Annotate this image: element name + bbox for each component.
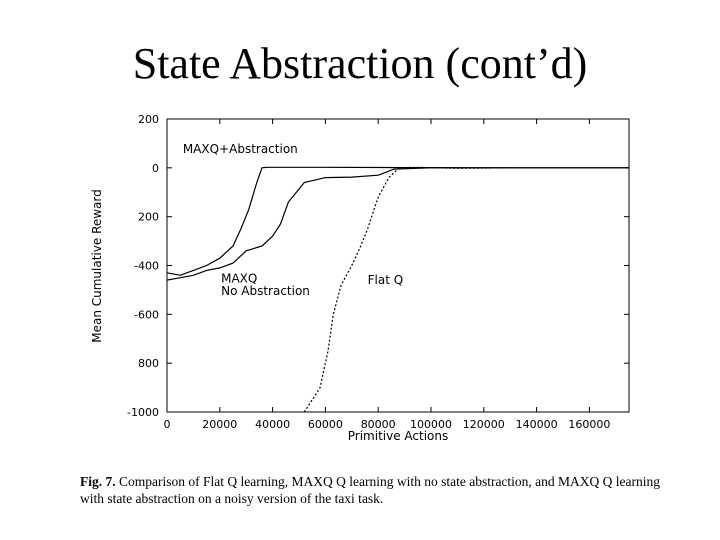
learning-curve-chart: 0 20000 40000 60000 80000 100000 120000 140000 1… xyxy=(90,113,630,443)
series-line-flat-q xyxy=(303,166,629,413)
y-tick-label: -400 xyxy=(134,260,159,273)
y-tick-label: 0 xyxy=(152,162,159,175)
chart-annotation: MAXQ+Abstraction xyxy=(183,142,298,156)
y-axis-label: Mean Cumulative Reward xyxy=(90,189,104,343)
slide-title: State Abstraction (cont’d) xyxy=(132,39,588,88)
x-tick-label: 160000 xyxy=(568,418,610,431)
tick-group: 0 20000 40000 60000 80000 100000 120000 140000 1… xyxy=(127,113,629,431)
caption-text: Comparison of Flat Q learning, MAXQ Q le… xyxy=(80,474,661,506)
x-tick-label: 80000 xyxy=(361,418,396,431)
figure-caption: Fig. 7. Comparison of Flat Q learning, M… xyxy=(80,473,680,507)
x-tick-label: 0 xyxy=(164,418,171,431)
y-tick-label: -600 xyxy=(134,308,159,321)
y-tick-label: 200 xyxy=(138,113,159,126)
chart-annotation: Flat Q xyxy=(368,273,404,287)
y-tick-label: -1000 xyxy=(127,406,159,419)
x-tick-label: 40000 xyxy=(255,418,290,431)
x-axis-label: Primitive Actions xyxy=(348,429,449,443)
series-line-maxq-no-abstraction xyxy=(166,167,629,281)
y-tick-label: 200 xyxy=(138,211,159,224)
x-tick-label: 60000 xyxy=(308,418,343,431)
y-tick-label: 800 xyxy=(138,357,159,370)
chart-annotation: No Abstraction xyxy=(221,284,310,298)
series-group xyxy=(166,166,629,413)
caption-label: Fig. 7. xyxy=(80,474,116,489)
chart-annotation: MAXQ xyxy=(221,272,257,286)
x-tick-label: 20000 xyxy=(202,418,237,431)
series-line-maxq-abstraction xyxy=(166,166,629,276)
x-tick-label: 140000 xyxy=(516,418,558,431)
x-tick-label: 120000 xyxy=(463,418,505,431)
x-tick-label: 100000 xyxy=(410,418,452,431)
plot-frame xyxy=(166,118,630,413)
